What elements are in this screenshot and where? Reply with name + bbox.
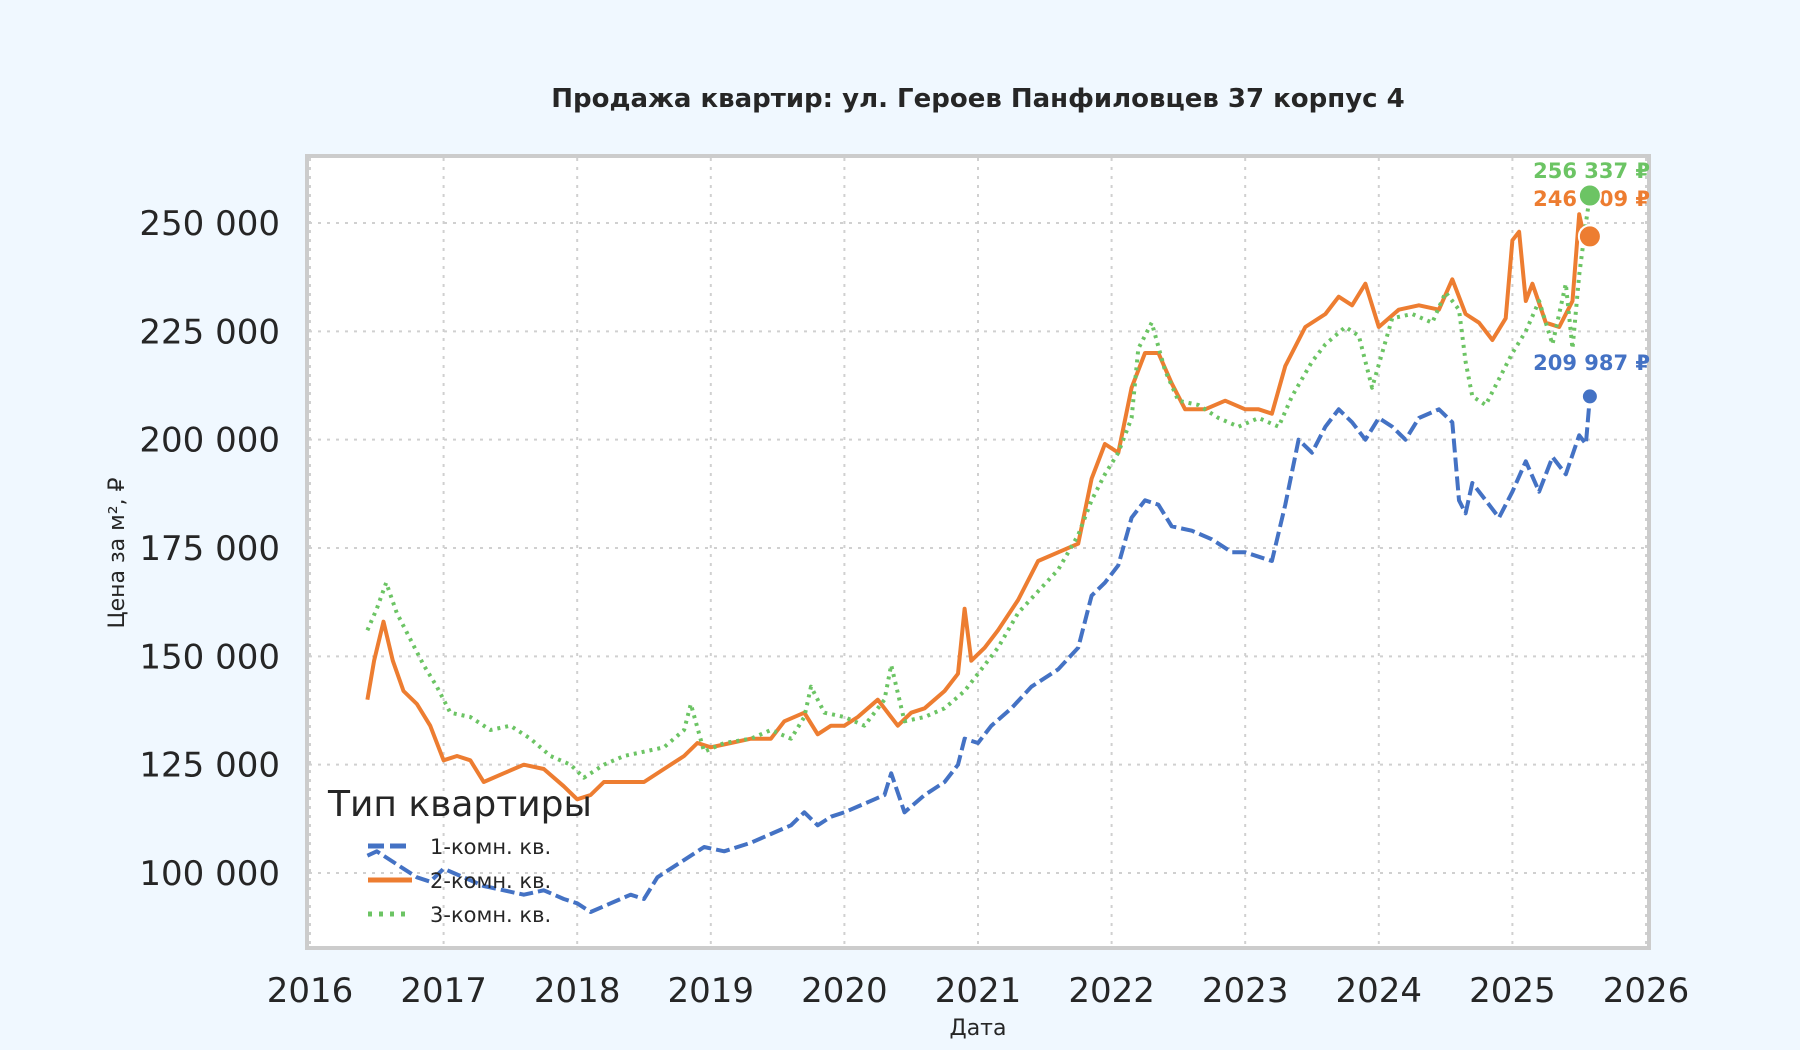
legend-label: 1-комн. кв. xyxy=(430,835,551,859)
x-axis-label: Дата xyxy=(950,1016,1007,1041)
y-tick-label: 225 000 xyxy=(139,312,280,352)
legend-label: 2-комн. кв. xyxy=(430,869,551,893)
x-tick-label: 2017 xyxy=(400,971,487,1011)
series-line xyxy=(366,396,1592,914)
y-tick-label: 250 000 xyxy=(139,204,280,244)
x-tick-label: 2026 xyxy=(1603,971,1690,1011)
y-tick-label: 150 000 xyxy=(139,637,280,677)
data-series xyxy=(365,195,1592,914)
legend: Тип квартиры 1-комн. кв. 2-комн. кв. 3-ком… xyxy=(327,784,592,927)
x-tick-label: 2020 xyxy=(801,971,888,1011)
x-tick-label: 2022 xyxy=(1068,971,1155,1011)
x-tick-label: 2024 xyxy=(1336,971,1423,1011)
chart-title: Продажа квартир: ул. Героев Панфиловцев … xyxy=(551,84,1404,114)
series-line xyxy=(365,195,1592,780)
y-axis-ticks: 100 000 125 000 150 000 175 000 200 000 225 0… xyxy=(139,204,280,894)
x-tick-label: 2023 xyxy=(1202,971,1289,1011)
y-tick-label: 125 000 xyxy=(139,746,280,786)
x-tick-label: 2021 xyxy=(935,971,1022,1011)
endpoint-marker xyxy=(1580,387,1599,406)
endpoint-value-label: 256 337 ₽ xyxy=(1533,159,1650,183)
endpoint-marker xyxy=(1577,224,1602,249)
x-tick-label: 2025 xyxy=(1469,971,1556,1011)
endpoint-markers: 256 337 ₽246 909 ₽209 987 ₽ xyxy=(1533,159,1650,406)
endpoint-value-label: 209 987 ₽ xyxy=(1533,351,1650,375)
series-line xyxy=(365,212,1592,802)
plot-area xyxy=(305,154,1651,950)
y-axis-label: Цена за м², ₽ xyxy=(105,477,130,628)
x-tick-label: 2016 xyxy=(267,971,354,1011)
legend-label: 3-комн. кв. xyxy=(430,903,551,927)
y-tick-label: 175 000 xyxy=(139,529,280,569)
x-tick-label: 2019 xyxy=(668,971,755,1011)
y-tick-label: 100 000 xyxy=(139,854,280,894)
x-axis-ticks: 2016 2017 2018 2019 2020 2021 2022 2023 2024 2025… xyxy=(267,971,1690,1011)
endpoint-marker xyxy=(1577,183,1602,208)
legend-title: Тип квартиры xyxy=(327,784,592,825)
x-tick-label: 2018 xyxy=(534,971,621,1011)
y-tick-label: 200 000 xyxy=(139,421,280,461)
